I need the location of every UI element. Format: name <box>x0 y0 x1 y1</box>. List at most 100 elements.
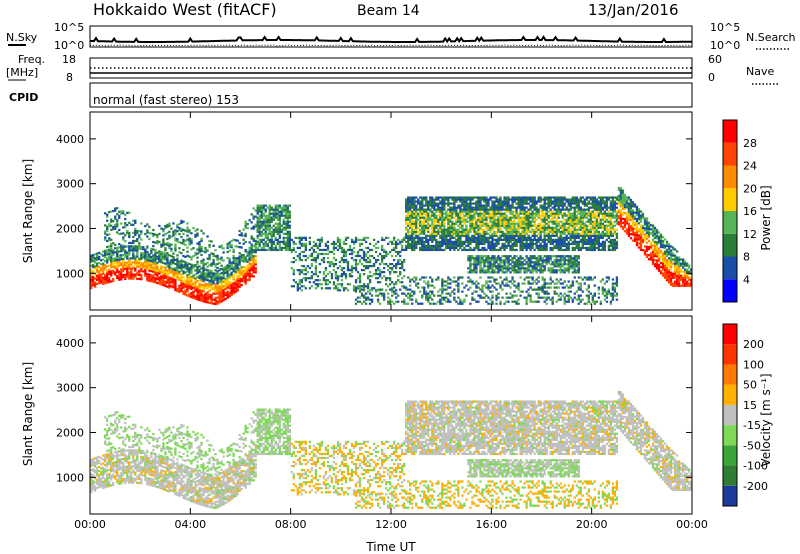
heatmap-cell <box>152 256 155 259</box>
heatmap-cell <box>505 300 508 303</box>
heatmap-cell <box>513 232 516 235</box>
heatmap-cell <box>473 261 476 264</box>
heatmap-cell <box>527 257 530 260</box>
heatmap-cell <box>362 258 366 262</box>
heatmap-cell <box>421 202 424 205</box>
heatmap-cell <box>332 240 336 244</box>
heatmap-cell <box>184 293 187 296</box>
heatmap-cell <box>224 265 227 268</box>
heatmap-cell <box>487 257 490 260</box>
heatmap-cell <box>513 300 516 303</box>
heatmap-cell <box>336 287 340 290</box>
heatmap-cell <box>487 208 490 211</box>
heatmap-cell <box>216 270 219 273</box>
heatmap-cell <box>411 248 414 252</box>
heatmap-cell <box>164 276 167 279</box>
heatmap-cell <box>469 267 472 270</box>
heatmap-cell <box>364 285 368 288</box>
heatmap-cell <box>94 253 97 256</box>
heatmap-cell <box>447 198 450 201</box>
heatmap-cell <box>164 227 167 230</box>
heatmap-cell <box>483 255 486 258</box>
heatmap-cell <box>457 216 460 219</box>
heatmap-cell <box>533 228 536 231</box>
heatmap-cell <box>563 242 566 246</box>
heatmap-cell <box>521 196 524 199</box>
heatmap-cell <box>178 266 181 269</box>
heatmap-cell <box>202 296 205 299</box>
heatmap-cell <box>284 210 287 213</box>
heatmap-cell <box>505 224 508 227</box>
heatmap-cell <box>258 218 261 221</box>
heatmap-cell <box>473 257 476 260</box>
heatmap-cell <box>284 206 287 209</box>
heatmap-cell <box>252 217 255 220</box>
heatmap-cell <box>469 263 472 266</box>
heatmap-cell <box>479 210 482 213</box>
heatmap-cell <box>485 230 488 233</box>
heatmap-cell <box>268 246 271 250</box>
heatmap-cell <box>210 271 213 275</box>
heatmap-cell <box>108 248 111 251</box>
heatmap-cell <box>541 226 544 229</box>
heatmap-cell <box>417 218 420 221</box>
heatmap-cell <box>220 258 223 261</box>
heatmap-cell <box>386 242 390 246</box>
heatmap-cell <box>268 216 271 219</box>
heatmap-cell <box>497 292 500 295</box>
heatmap-cell <box>242 260 245 263</box>
heatmap-cell <box>523 226 526 229</box>
heatmap-cell <box>541 290 544 293</box>
heatmap-cell <box>158 254 161 257</box>
heatmap-cell <box>541 210 544 213</box>
heatmap-cell <box>493 204 496 207</box>
freq-label-2: [MHz] <box>6 66 38 79</box>
heatmap-cell <box>393 258 396 262</box>
heatmap-cell <box>128 249 131 252</box>
heatmap-cell <box>511 246 514 250</box>
heatmap-cell <box>236 289 239 292</box>
heatmap-cell <box>124 249 127 252</box>
heatmap-cell <box>160 251 163 254</box>
heatmap-cell <box>403 248 406 252</box>
heatmap-cell <box>419 216 422 219</box>
heatmap-cell <box>551 248 554 252</box>
heatmap-cell <box>517 214 520 217</box>
heatmap-cell <box>138 247 141 250</box>
heatmap-cell <box>533 267 536 270</box>
heatmap-cell <box>429 290 432 293</box>
heatmap-cell <box>475 267 478 270</box>
heatmap-cell <box>252 259 255 262</box>
heatmap-cell <box>483 248 486 252</box>
heatmap-cell <box>493 230 496 233</box>
heatmap-cell <box>545 292 548 295</box>
heatmap-cell <box>429 248 432 252</box>
heatmap-cell <box>511 210 514 213</box>
heatmap-cell <box>397 262 400 266</box>
heatmap-cell <box>208 273 211 276</box>
heatmap-cell <box>154 259 157 262</box>
heatmap-cell <box>409 236 412 239</box>
heatmap-cell <box>278 230 281 233</box>
heatmap-cell <box>443 220 446 223</box>
heatmap-cell <box>513 218 516 221</box>
heatmap-cell <box>134 249 137 252</box>
heatmap-cell <box>196 248 199 251</box>
heatmap-cell <box>350 256 354 260</box>
heatmap-cell <box>334 246 338 250</box>
heatmap-cell <box>433 224 436 227</box>
heatmap-cell <box>106 213 109 216</box>
heatmap-cell <box>122 238 125 241</box>
heatmap-cell <box>513 248 516 252</box>
heatmap-cell <box>509 259 512 262</box>
heatmap-cell <box>501 296 504 299</box>
heatmap-cell <box>449 220 452 223</box>
heatmap-cell <box>356 252 360 256</box>
heatmap-cell <box>156 267 159 270</box>
heatmap-cell <box>166 257 169 260</box>
heatmap-cell <box>513 238 516 241</box>
heatmap-cell <box>533 288 536 291</box>
heatmap-cell <box>114 271 117 274</box>
heatmap-cell <box>507 265 510 268</box>
heatmap-cell <box>543 220 546 223</box>
